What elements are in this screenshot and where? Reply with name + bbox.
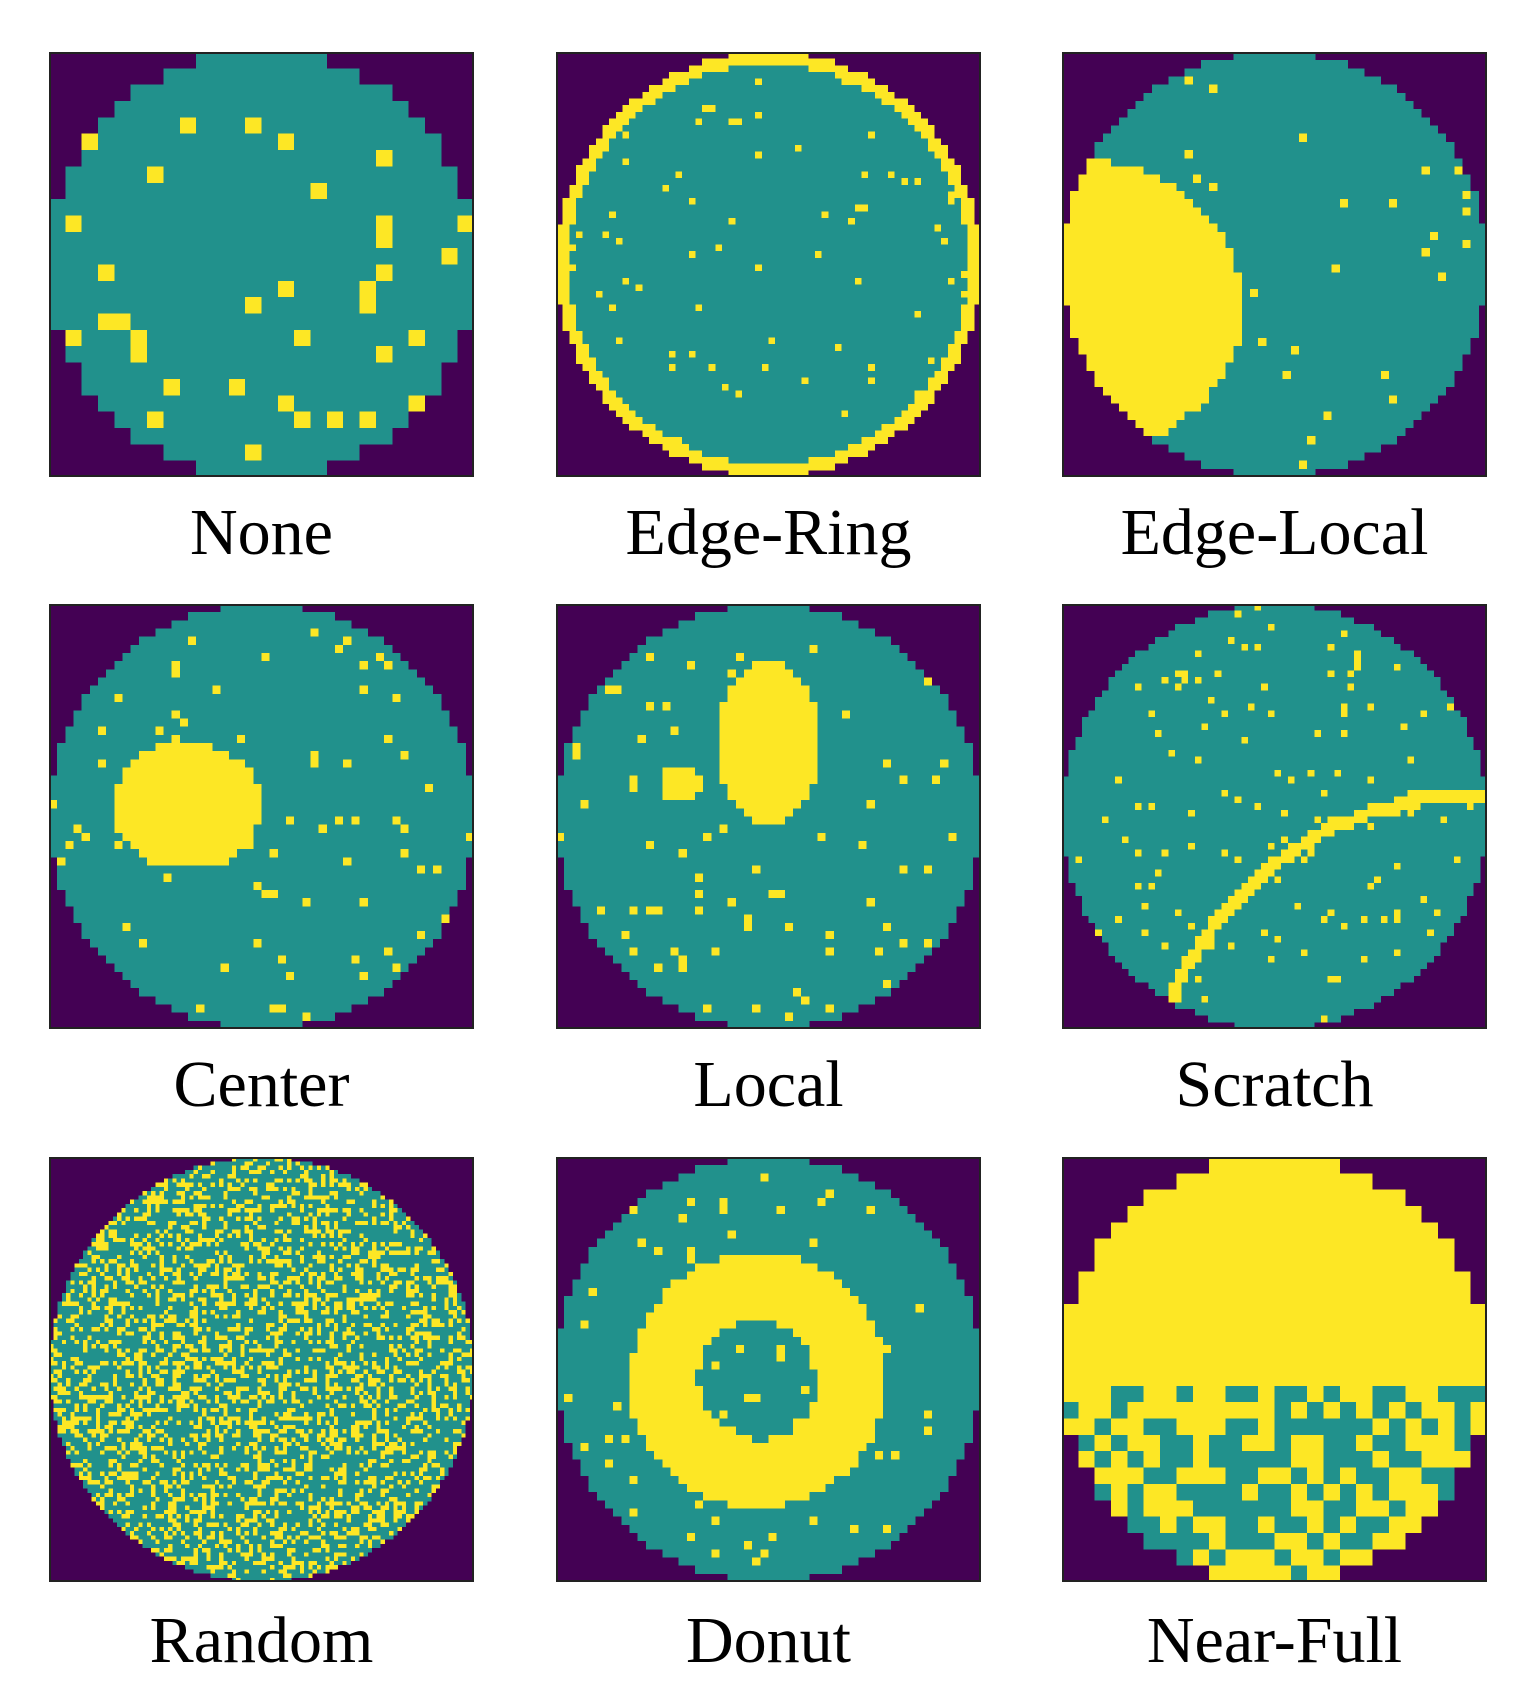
pattern-label: Scratch bbox=[1175, 1048, 1374, 1121]
pattern-label: Near-Full bbox=[1146, 1604, 1403, 1677]
wafer-frame bbox=[49, 604, 474, 1029]
pattern-label: Edge-Ring bbox=[625, 496, 912, 569]
wafer-frame bbox=[556, 1157, 981, 1582]
wafer-map bbox=[556, 1157, 981, 1582]
defect-dies bbox=[1062, 76, 1471, 469]
wafer-map bbox=[49, 52, 474, 477]
wafer-map bbox=[1062, 604, 1487, 1029]
defect-dies bbox=[49, 1157, 474, 1582]
pattern-label: Center bbox=[173, 1048, 350, 1121]
wafer-frame bbox=[1062, 52, 1487, 477]
defect-dies bbox=[556, 52, 981, 477]
normal-dies bbox=[556, 1157, 981, 1582]
wafer-map bbox=[49, 604, 474, 1029]
pattern-label: Donut bbox=[686, 1604, 851, 1677]
defect-dies bbox=[1062, 1157, 1487, 1582]
wafer-map bbox=[556, 604, 981, 1029]
pattern-label: Edge-Local bbox=[1120, 496, 1429, 569]
wafer-frame bbox=[556, 52, 981, 477]
normal-dies bbox=[49, 52, 474, 477]
normal-dies bbox=[1062, 604, 1487, 1029]
wafer-frame bbox=[49, 1157, 474, 1582]
wafer-frame bbox=[1062, 604, 1487, 1029]
wafer-map bbox=[556, 52, 981, 477]
wafer-frame bbox=[1062, 1157, 1487, 1582]
pattern-label: None bbox=[190, 496, 333, 569]
wafer-frame bbox=[556, 604, 981, 1029]
defect-dies bbox=[1075, 604, 1487, 1023]
defect-dies bbox=[556, 644, 957, 1021]
wafer-map bbox=[49, 1157, 474, 1582]
wafer-map bbox=[1062, 1157, 1487, 1582]
pattern-label: Local bbox=[693, 1048, 844, 1121]
defect-dies bbox=[564, 1173, 932, 1566]
pattern-label: Random bbox=[149, 1604, 374, 1677]
defect-dies bbox=[49, 628, 474, 1021]
wafer-frame bbox=[49, 52, 474, 477]
wafer-map bbox=[1062, 52, 1487, 477]
